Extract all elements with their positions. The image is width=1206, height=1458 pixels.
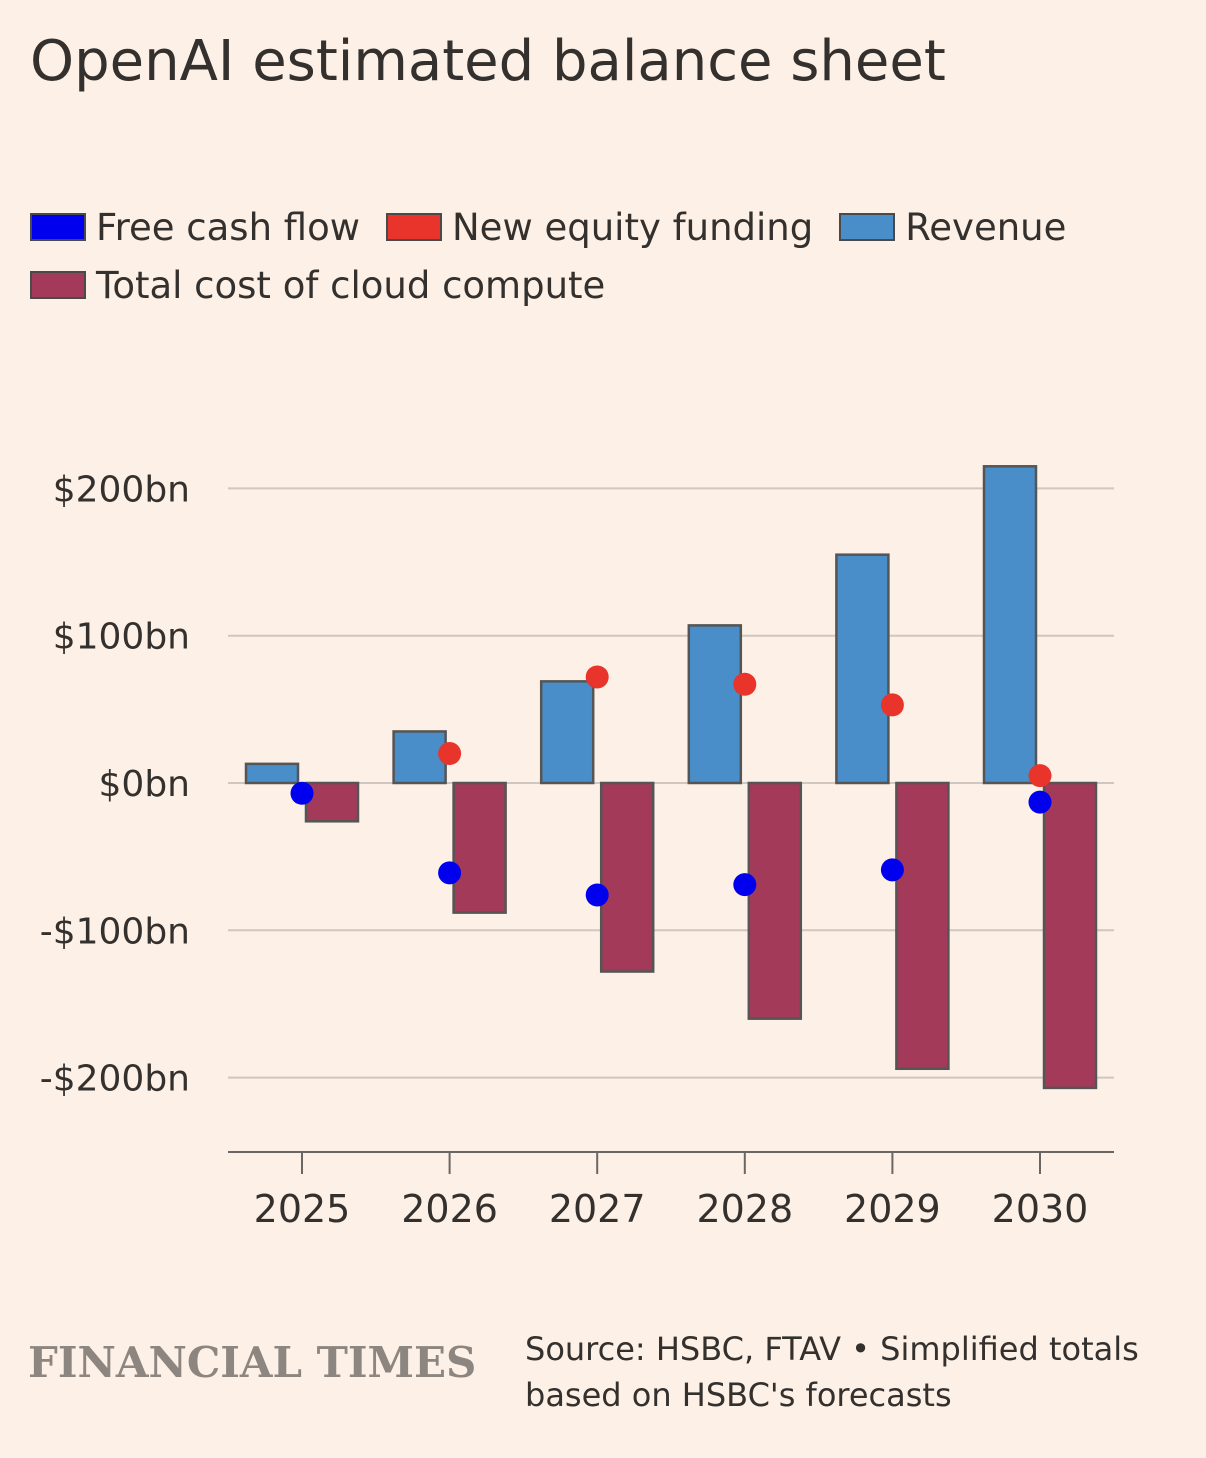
- source-note: Source: HSBC, FTAV • Simplified totals b…: [525, 1326, 1185, 1418]
- bar-compute-2029: [895, 781, 950, 1071]
- legend-label-revenue: Revenue: [905, 205, 1067, 249]
- point-fcf-2028: [733, 873, 757, 897]
- legend-label-total-cost-of-cloud-compute: Total cost of cloud compute: [96, 263, 606, 307]
- x-tick-label: 2028: [696, 1187, 793, 1231]
- legend-swatch-total-cost-of-cloud-compute: [30, 271, 86, 299]
- legend-label-free-cash-flow: Free cash flow: [96, 205, 360, 249]
- point-equity-2027: [585, 665, 609, 689]
- bar-revenue-2025: [244, 762, 300, 785]
- bar-revenue-2026: [392, 730, 447, 785]
- x-tick-label: 2027: [549, 1187, 646, 1231]
- y-tick-label: $100bn: [53, 617, 190, 658]
- point-equity-2026: [438, 742, 462, 766]
- legend-swatch-revenue: [839, 213, 896, 241]
- point-equity-2028: [733, 672, 757, 696]
- bar-compute-2030: [1042, 781, 1098, 1090]
- source-line-2: based on HSBC's forecasts: [525, 1376, 952, 1414]
- y-tick-label: -$100bn: [40, 911, 190, 952]
- y-tick-label: $200bn: [53, 469, 190, 510]
- legend-label-new-equity-funding: New equity funding: [452, 205, 814, 249]
- bar-compute-2028: [747, 781, 803, 1020]
- bar-compute-2025: [304, 781, 360, 823]
- legend-row-1: Free cash flow New equity funding Revenu…: [30, 198, 1160, 256]
- bar-revenue-2027: [539, 680, 595, 785]
- x-tick-label: 2026: [401, 1187, 498, 1231]
- point-fcf-2026: [438, 861, 462, 885]
- bar-revenue-2030: [982, 465, 1038, 785]
- legend-item-new-equity-funding: New equity funding: [386, 206, 813, 249]
- point-fcf-2029: [880, 858, 904, 882]
- legend-swatch-new-equity-funding: [386, 213, 442, 241]
- legend-item-free-cash-flow: Free cash flow: [30, 206, 360, 249]
- bar-revenue-2029: [835, 553, 890, 785]
- legend-row-2: Total cost of cloud compute: [30, 256, 1160, 314]
- point-equity-2030: [1028, 764, 1052, 788]
- legend: Free cash flow New equity funding Revenu…: [30, 198, 1160, 314]
- legend-item-revenue: Revenue: [839, 206, 1066, 249]
- x-tick-label: 2029: [844, 1187, 941, 1231]
- chart-title: OpenAI estimated balance sheet: [30, 29, 946, 94]
- legend-item-total-cost-of-cloud-compute: Total cost of cloud compute: [30, 264, 605, 307]
- bar-compute-2026: [452, 781, 507, 914]
- legend-swatch-free-cash-flow: [30, 213, 86, 241]
- x-tick-label: 2025: [254, 1187, 351, 1231]
- x-tick-label: 2030: [992, 1187, 1089, 1231]
- y-tick-label: $0bn: [99, 764, 190, 805]
- bar-revenue-2028: [687, 624, 743, 785]
- point-fcf-2027: [585, 883, 609, 907]
- point-fcf-2025: [290, 781, 314, 805]
- point-fcf-2030: [1028, 790, 1052, 814]
- source-line-1: Source: HSBC, FTAV • Simplified totals: [525, 1330, 1139, 1368]
- point-equity-2029: [880, 693, 904, 717]
- financial-times-logo: FINANCIAL TIMES: [28, 1338, 477, 1387]
- bar-compute-2027: [599, 781, 655, 973]
- y-tick-label: -$200bn: [40, 1059, 190, 1100]
